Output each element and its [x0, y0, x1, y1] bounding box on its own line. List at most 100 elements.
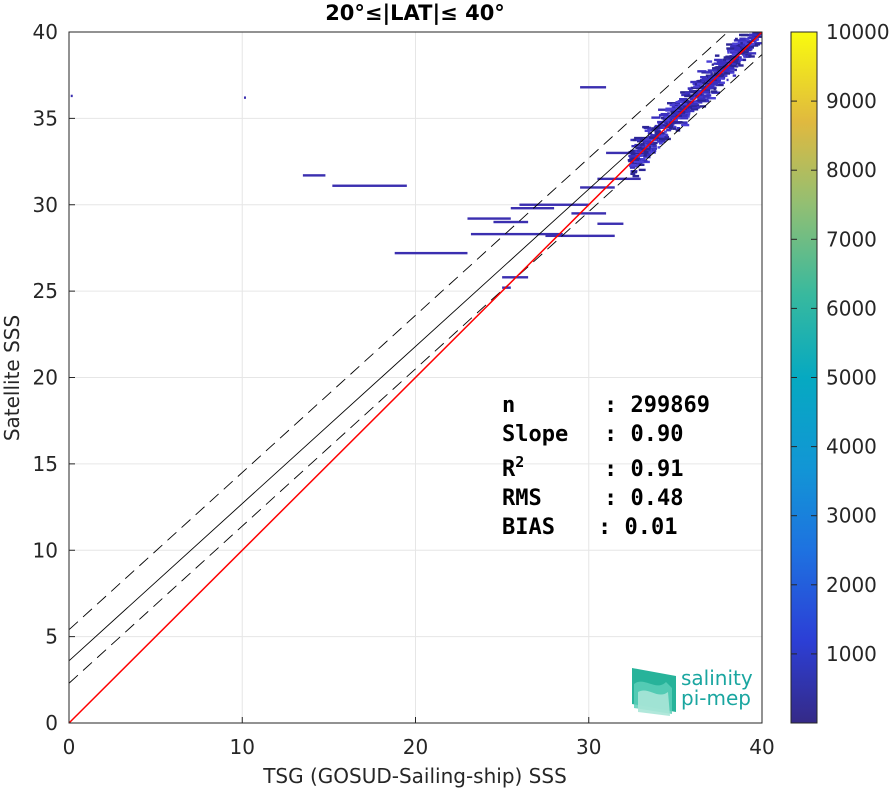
density-cell: [640, 154, 647, 157]
y-tick-label: 20: [33, 366, 58, 390]
density-cell: [725, 55, 730, 58]
density-cell: [664, 130, 667, 133]
stat-slope-value: : 0.90: [604, 422, 683, 447]
density-cell: [689, 102, 698, 106]
y-tick-label: 25: [33, 279, 58, 303]
density-cell: [682, 114, 688, 118]
density-cell: [718, 81, 725, 84]
density-cell: [718, 63, 728, 66]
colorbar-tick-label: 3000: [826, 504, 877, 528]
density-cell: [691, 91, 696, 94]
density-cell: [705, 71, 713, 74]
density-cell: [660, 135, 670, 139]
density-cell: [706, 60, 713, 63]
colorbar-tick-label: 9000: [826, 89, 877, 113]
colorbar-tick-labels: 1000 2000 3000 4000 5000 6000 7000 8000 9000 1000…: [791, 20, 890, 666]
density-cell: [710, 90, 718, 93]
density-cell: [750, 28, 760, 30]
density-cell: [740, 51, 749, 54]
density-cell: [631, 161, 637, 165]
density-cell: [740, 27, 748, 29]
density-cell: [712, 68, 723, 71]
density-cell: [670, 111, 675, 114]
density-cell: [699, 97, 706, 100]
density-cell: [659, 123, 663, 126]
density-cell: [695, 85, 705, 88]
x-tick-labels: 0 10 20 30 40: [63, 717, 775, 759]
density-streak: [70, 94, 73, 98]
density-cell: [657, 140, 666, 143]
density-cell: [670, 102, 681, 105]
density-cell: [630, 172, 636, 176]
density-cell: [641, 151, 652, 154]
stat-bias-value: : 0.01: [598, 515, 677, 540]
density-cell: [681, 107, 685, 111]
density-cell: [670, 113, 676, 117]
density-cell: [711, 63, 714, 66]
y-tick-label: 35: [33, 106, 58, 130]
density-cell: [684, 100, 695, 103]
density-cell: [713, 73, 720, 77]
density-cell: [727, 51, 730, 54]
density-cell: [719, 60, 726, 64]
density-streak: [580, 86, 607, 89]
density-cell: [669, 121, 677, 124]
density-streak: [470, 232, 563, 236]
density-cell: [660, 112, 669, 116]
density-streak: [571, 212, 607, 215]
density-cell: [731, 53, 738, 57]
density-cell: [639, 163, 645, 166]
density-cell: [690, 104, 697, 107]
density-cell: [702, 82, 712, 85]
x-tick-label: 20: [403, 735, 428, 759]
density-cell: [677, 117, 681, 120]
density-cell: [657, 146, 661, 149]
density-cell: [747, 36, 757, 40]
density-cell: [689, 109, 695, 113]
density-cell: [652, 147, 658, 150]
density-cell: [731, 62, 737, 66]
density-cell: [629, 154, 638, 158]
density-cell: [633, 152, 644, 155]
density-streak: [510, 207, 555, 210]
density-cell: [632, 138, 637, 142]
density-cell: [683, 111, 691, 115]
density-cell: [690, 80, 698, 84]
density-cell: [710, 83, 719, 86]
density-cell: [674, 105, 679, 109]
stat-n-label: n: [502, 393, 515, 418]
density-cell: [682, 103, 687, 106]
density-cell: [752, 22, 757, 24]
density-cell: [661, 116, 668, 120]
density-cell: [696, 80, 702, 83]
density-streak: [545, 234, 615, 238]
density-cell: [663, 120, 672, 123]
density-cell: [715, 70, 723, 74]
density-cell: [716, 59, 722, 62]
y-tick-label: 40: [33, 20, 58, 44]
density-cell: [683, 110, 691, 113]
density-cell: [664, 115, 669, 119]
density-cell: [653, 142, 658, 145]
x-tick-label: 40: [749, 735, 774, 759]
density-cell: [669, 103, 676, 107]
density-cell: [648, 142, 656, 146]
density-streak: [597, 177, 641, 181]
density-cell: [651, 127, 659, 130]
density-cell: [721, 60, 731, 63]
density-cell: [679, 117, 689, 120]
density-cell: [677, 109, 682, 112]
density-cell: [682, 98, 685, 102]
density-cell: [687, 93, 691, 96]
density-cell: [715, 79, 722, 82]
density-cell: [700, 75, 707, 79]
colorbar-tick-label: 2000: [826, 573, 877, 597]
density-cell: [723, 72, 731, 75]
density-cell: [688, 87, 692, 90]
density-cell: [654, 131, 665, 135]
density-cell: [730, 44, 738, 48]
density-cell: [643, 159, 648, 163]
density-cell: [746, 54, 749, 58]
density-streak: [580, 186, 615, 189]
y-tick-label: 5: [45, 625, 58, 649]
